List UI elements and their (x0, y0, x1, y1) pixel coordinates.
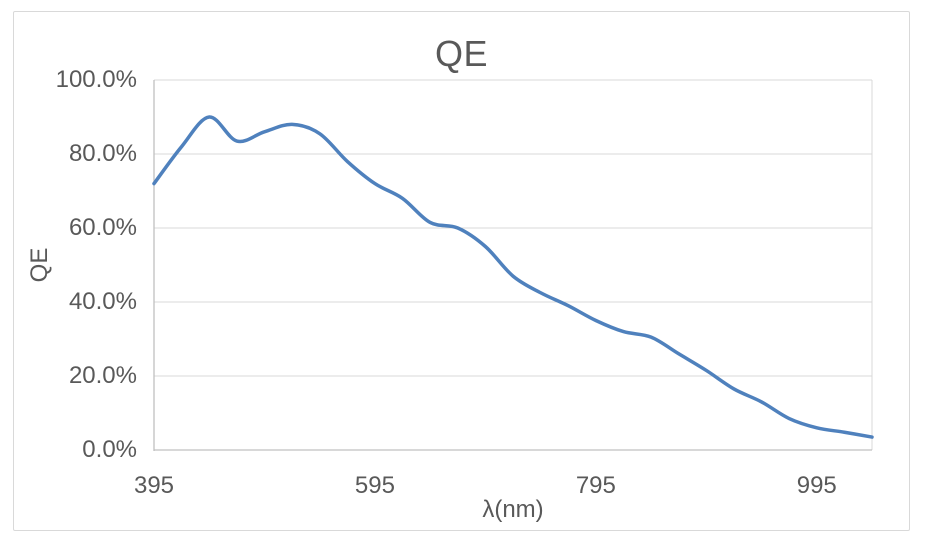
y-tick-label: 60.0% (68, 214, 137, 241)
y-tick-label: 20.0% (68, 362, 137, 389)
y-tick-label: 100.0% (55, 66, 137, 93)
y-tick-label: 0.0% (82, 436, 137, 463)
x-tick-label: 595 (354, 472, 395, 499)
y-tick-label: 80.0% (68, 140, 137, 167)
y-tick-label: 40.0% (68, 288, 137, 315)
y-axis-title: QE (26, 247, 53, 283)
x-tick-label: 995 (796, 472, 837, 499)
x-tick-label: 395 (133, 472, 175, 499)
chart-frame (13, 11, 910, 531)
series-line-qe (152, 115, 874, 439)
x-tick-label: 795 (575, 472, 616, 499)
chart-title: QE (434, 33, 488, 74)
x-axis-title: λ(nm) (482, 496, 544, 523)
